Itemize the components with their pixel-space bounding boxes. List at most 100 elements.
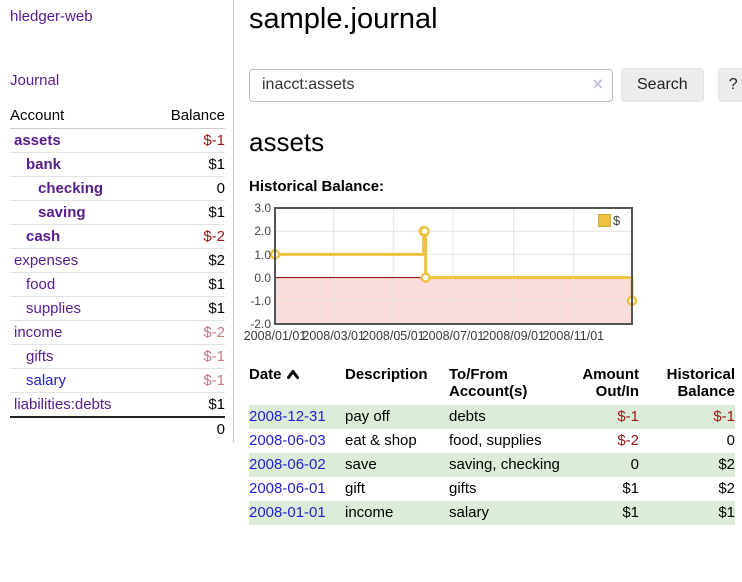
transaction-balance: $2 xyxy=(718,456,735,474)
transaction-amount-cell: $1 xyxy=(569,477,639,501)
account-link[interactable]: expenses xyxy=(14,252,79,269)
clear-search-icon[interactable]: × xyxy=(592,73,603,94)
search-button[interactable]: Search xyxy=(621,68,704,103)
account-link[interactable]: saving xyxy=(38,204,86,221)
account-link[interactable]: liabilities:debts xyxy=(14,396,112,413)
sidebar-item-journal[interactable]: Journal xyxy=(10,72,60,89)
transaction-amount-cell: 0 xyxy=(569,453,639,477)
transaction-accounts: food, supplies xyxy=(449,432,542,450)
register-table: Date Description To/From Account(s) Amou… xyxy=(249,364,735,526)
transaction-accounts-cell: gifts xyxy=(449,477,569,501)
account-title: assets xyxy=(249,127,325,158)
register-header-accounts: To/From Account(s) xyxy=(449,366,528,401)
y-axis-tick-label: -1.0 xyxy=(250,293,271,308)
transaction-description: save xyxy=(345,456,377,474)
account-row: income $-2 xyxy=(10,320,225,345)
account-row: saving $1 xyxy=(10,200,225,225)
transaction-balance-cell: $2 xyxy=(639,477,735,501)
transaction-accounts: gifts xyxy=(449,480,477,498)
transaction-balance-cell: $-1 xyxy=(639,405,735,429)
transaction-date-link[interactable]: 2008-06-03 xyxy=(249,432,326,450)
account-balance: $1 xyxy=(150,200,225,225)
transaction-accounts-cell: debts xyxy=(449,405,569,429)
transaction-amount-cell: $-1 xyxy=(569,405,639,429)
account-balance: $-2 xyxy=(150,320,225,345)
transaction-balance: 0 xyxy=(726,432,735,450)
transaction-amount: $1 xyxy=(622,480,639,498)
accounts-total-value: 0 xyxy=(150,416,225,441)
transaction-accounts: saving, checking xyxy=(449,456,560,474)
x-axis-tick-label: 2008/09/01 xyxy=(482,329,545,344)
register-header-balance: Historical Balance xyxy=(666,366,735,401)
account-balance: $2 xyxy=(150,248,225,273)
account-link[interactable]: supplies xyxy=(26,300,82,317)
account-link[interactable]: cash xyxy=(26,228,61,245)
transaction-accounts: debts xyxy=(449,408,486,426)
accounts-table: Account Balance assets $-1 bank $1 checking 0… xyxy=(10,104,225,441)
account-row: gifts $-1 xyxy=(10,344,225,369)
account-link[interactable]: assets xyxy=(14,132,61,149)
transaction-date-link-cell: 2008-01-01 xyxy=(249,501,345,525)
account-link[interactable]: income xyxy=(14,324,63,341)
account-row: food $1 xyxy=(10,272,225,297)
chart-label: Historical Balance: xyxy=(249,178,385,196)
search-form: × Search ? xyxy=(249,68,742,103)
account-balance: $-1 xyxy=(150,368,225,393)
transaction-amount: $-1 xyxy=(617,408,639,426)
transaction-amount: 0 xyxy=(630,456,639,474)
transaction-balance-cell: $1 xyxy=(639,501,735,525)
x-axis-tick-label: 2008/07/01 xyxy=(421,329,485,344)
search-input[interactable] xyxy=(249,68,613,102)
register-header-date[interactable]: Date xyxy=(249,364,345,405)
main-content: sample.journal × Search ? assets Histori… xyxy=(234,0,742,526)
transaction-date-link[interactable]: 2008-06-02 xyxy=(249,456,326,474)
account-link[interactable]: gifts xyxy=(26,348,54,365)
account-balance: $-1 xyxy=(150,128,225,153)
register-header-date-label: Date xyxy=(249,366,282,384)
account-link[interactable]: bank xyxy=(26,156,62,173)
y-axis-tick-label: 0.0 xyxy=(254,270,271,285)
total-spacer xyxy=(10,416,151,441)
transaction-accounts: salary xyxy=(449,504,490,522)
accounts-total-row: 0 xyxy=(10,416,225,441)
historical-balance-chart: 3.0 2.0 1.0 0.0 -1.0 -2.0 2008/01/01 2008/03/01… xyxy=(244,202,735,352)
account-row: liabilities:debts $1 xyxy=(10,392,225,418)
chart-legend: $ xyxy=(598,213,620,228)
register-row: 2008-12-31 pay off debts $-1 $-1 xyxy=(249,405,735,430)
transaction-description-cell: gift xyxy=(345,477,449,501)
transaction-amount-cell: $1 xyxy=(569,501,639,525)
legend-swatch-icon xyxy=(598,214,611,228)
transaction-balance: $2 xyxy=(718,480,735,498)
help-button[interactable]: ? xyxy=(717,68,742,103)
account-balance: $-1 xyxy=(150,344,225,369)
transaction-date-link[interactable]: 2008-01-01 xyxy=(249,504,326,522)
account-balance: $-2 xyxy=(150,224,225,249)
accounts-header-account: Account xyxy=(10,104,151,129)
transaction-description: income xyxy=(345,504,394,522)
register-row: 2008-06-01 gift gifts $1 $2 xyxy=(249,477,735,501)
transaction-date-link[interactable]: 2008-12-31 xyxy=(249,408,326,426)
page-title: sample.journal xyxy=(249,3,438,35)
transaction-balance: $1 xyxy=(718,504,735,522)
transaction-balance-cell: 0 xyxy=(639,429,735,453)
register-header-description: Description xyxy=(345,366,428,384)
chart-plot xyxy=(269,207,638,326)
y-axis-tick-label: -2.0 xyxy=(250,317,271,332)
transaction-amount: $-2 xyxy=(617,432,639,450)
transaction-balance-cell: $2 xyxy=(639,453,735,477)
account-balance: $1 xyxy=(150,296,225,321)
page: hledger-web Journal Account Balance asse… xyxy=(10,0,742,526)
transaction-amount-cell: $-2 xyxy=(569,429,639,453)
app-title-link[interactable]: hledger-web xyxy=(10,8,93,25)
account-link[interactable]: food xyxy=(26,276,56,293)
transaction-description-cell: pay off xyxy=(345,405,449,429)
transaction-date-link-cell: 2008-06-01 xyxy=(249,477,345,501)
account-link[interactable]: salary xyxy=(26,372,67,389)
register-row: 2008-06-03 eat & shop food, supplies $-2 0 xyxy=(249,429,735,453)
account-row: expenses $2 xyxy=(10,248,225,273)
account-balance: 0 xyxy=(150,176,225,201)
transaction-date-link[interactable]: 2008-06-01 xyxy=(249,480,326,498)
account-balance: $1 xyxy=(150,272,225,297)
x-axis-tick-label: 2008/05/01 xyxy=(362,329,425,344)
account-link[interactable]: checking xyxy=(38,180,104,197)
